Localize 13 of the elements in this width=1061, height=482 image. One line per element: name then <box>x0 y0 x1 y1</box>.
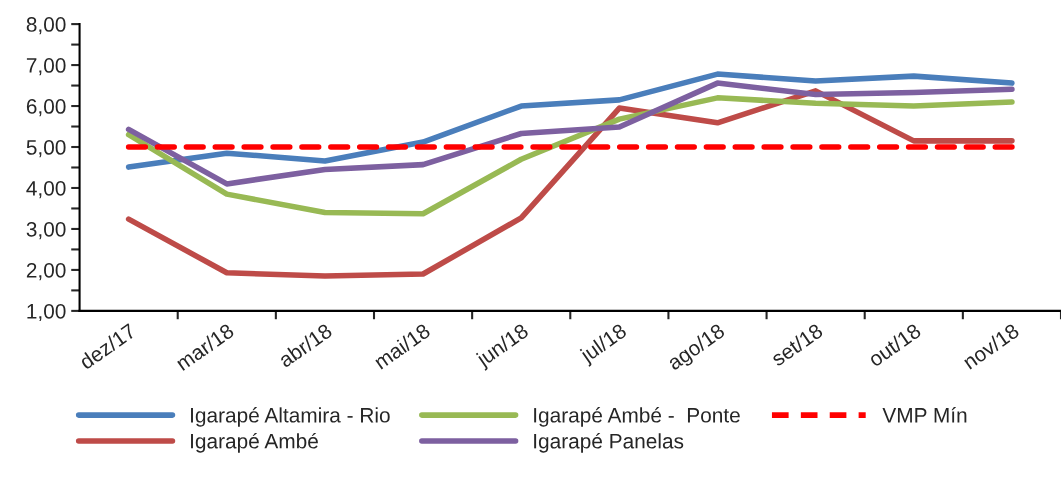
legend-label: Igarapé Altamira - Rio <box>191 407 390 427</box>
y-tick-label: 2,00 <box>26 262 66 281</box>
y-tick-label: 8,00 <box>26 17 66 35</box>
y-tick-label: 7,00 <box>26 58 66 76</box>
y-tick-label: 1,00 <box>27 303 66 322</box>
legend-label: VMP Mín <box>882 407 967 423</box>
y-tick-label: 5,00 <box>26 140 66 158</box>
legend-label: Igarapé Ambé <box>191 432 318 453</box>
y-tick-label: 6,00 <box>26 99 66 117</box>
y-tick-label: 4,00 <box>26 180 66 199</box>
legend-label: Igarapé Ambé - Ponte <box>534 407 740 427</box>
legend-label: Igarapé Panelas <box>534 432 684 453</box>
y-tick-label: 3,00 <box>26 221 66 240</box>
